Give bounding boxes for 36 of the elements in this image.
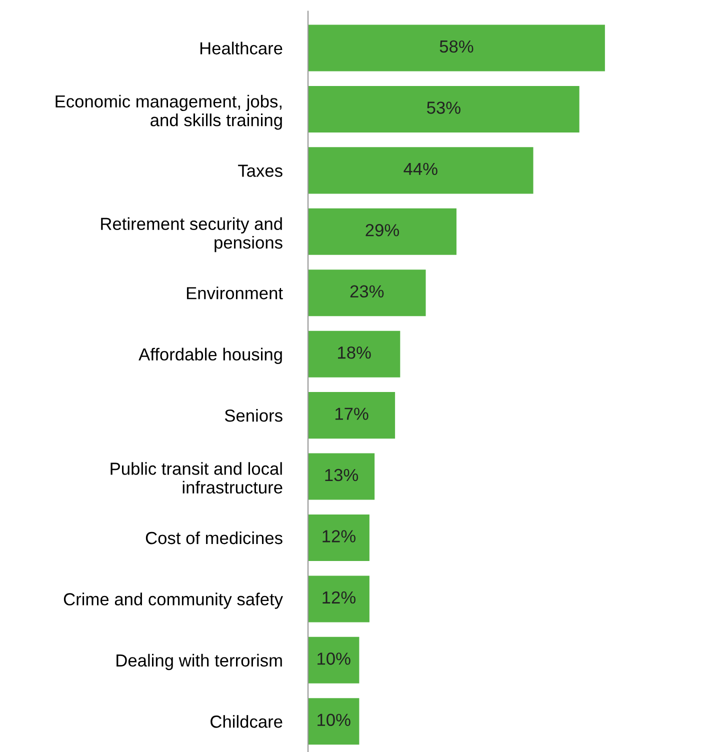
- bar: [308, 453, 375, 500]
- y-tick-label: Taxes: [238, 164, 282, 177]
- data-label: 18%: [338, 346, 371, 359]
- bar: [308, 576, 370, 622]
- bar: [308, 330, 400, 378]
- data-label: 44%: [404, 162, 438, 176]
- y-tick-label: Environment: [186, 286, 283, 300]
- y-tick-label: Dealing with terrorism: [116, 654, 282, 670]
- y-tick-label: Economic management, jobs, and skills training: [56, 94, 282, 130]
- bar: [308, 147, 534, 194]
- data-label: 53%: [427, 102, 460, 114]
- data-label: 23%: [350, 285, 384, 298]
- bar: [308, 86, 580, 132]
- bar: [308, 24, 605, 72]
- bar: [308, 270, 426, 316]
- y-tick-label: Affordable housing: [138, 348, 282, 364]
- bar: [308, 698, 360, 745]
- data-label: 58%: [440, 40, 474, 53]
- data-label: 12%: [322, 591, 356, 604]
- bar: [308, 208, 456, 255]
- y-tick-label: Public transit and local infrastructure: [110, 462, 282, 494]
- y-tick-label: Crime and community safety: [64, 592, 283, 609]
- data-label: 10%: [318, 714, 350, 726]
- bar: [308, 392, 396, 439]
- y-tick-label: Seniors: [224, 409, 282, 422]
- data-label: 13%: [325, 468, 358, 482]
- bar: [308, 514, 370, 562]
- y-tick-label: Childcare: [210, 715, 282, 728]
- y-tick-label: Healthcare: [200, 42, 282, 54]
- data-label: 17%: [335, 408, 368, 420]
- y-tick-label: Cost of medicines: [146, 531, 282, 544]
- data-label: 10%: [318, 652, 350, 665]
- data-label: 29%: [366, 224, 399, 236]
- y-tick-label: Retirement security and pensions: [101, 217, 282, 252]
- bar: [308, 636, 360, 684]
- data-label: 12%: [322, 530, 356, 542]
